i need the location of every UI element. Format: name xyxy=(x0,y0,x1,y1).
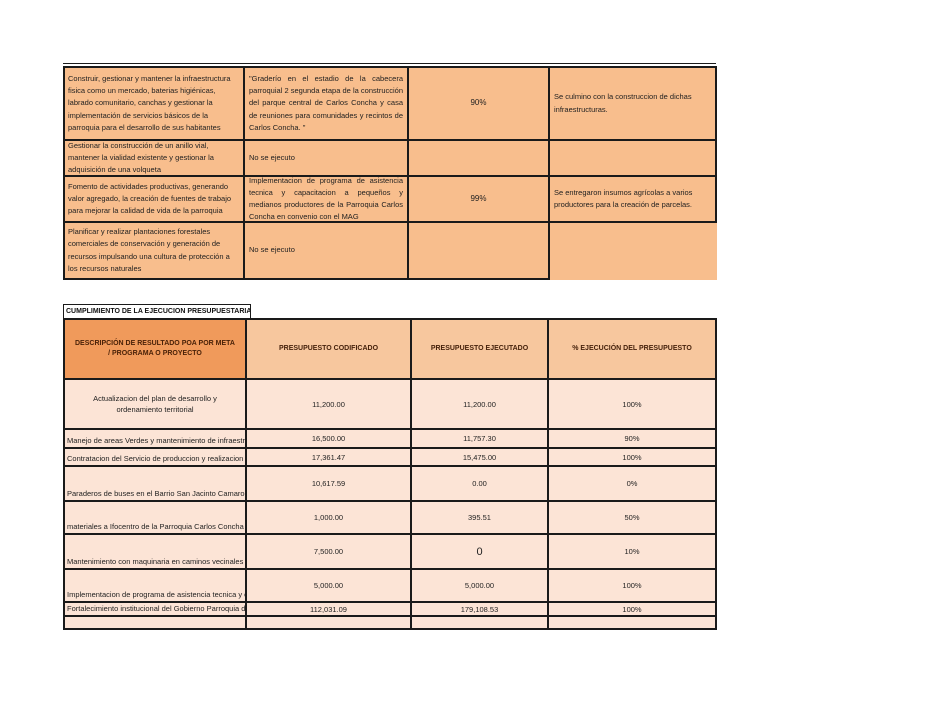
codificado-cell: 11,200.00 xyxy=(247,380,412,430)
observation-cell: Se culmino con la construccion de dichas… xyxy=(550,68,717,141)
result-cell-text: No se ejecuto xyxy=(249,152,295,162)
column-header: PRESUPUESTO CODIFICADO xyxy=(247,320,412,380)
description-cell: Actualizacion del plan de desarrollo y o… xyxy=(65,380,247,430)
objective-cell: Gestionar la construcción de un anillo v… xyxy=(65,141,245,177)
description-cell: Paraderos de buses en el Barrio San Jaci… xyxy=(65,467,247,502)
table-top-divider xyxy=(63,63,716,64)
observation-cell-text: Se entregaron insumos agrícolas a varios… xyxy=(554,187,693,209)
result-cell-text: "Graderío en el estadio de la cabecera p… xyxy=(249,74,403,132)
objective-cell-text: Gestionar la construcción de un anillo v… xyxy=(68,141,214,175)
codificado-cell: 7,500.00 xyxy=(247,535,412,570)
observation-cell xyxy=(550,141,717,177)
codificado-cell: 16,500.00 xyxy=(247,430,412,449)
codificado-cell: 17,361.47 xyxy=(247,449,412,467)
column-header: % EJECUCIÓN DEL PRESUPUESTO xyxy=(549,320,717,380)
percent-cell: 10% xyxy=(549,535,717,570)
ejecutado-cell: 395.51 xyxy=(412,502,549,535)
percent-cell: 100% xyxy=(549,570,717,603)
ejecutado-cell: 15,475.00 xyxy=(412,449,549,467)
ejecutado-cell: 0 xyxy=(412,535,549,570)
description-cell: Fortalecimiento institucional del Gobier… xyxy=(65,603,247,617)
observation-cell: Se entregaron insumos agrícolas a varios… xyxy=(550,177,717,223)
percent-cell: 100% xyxy=(549,380,717,430)
description-cell: Implementacion de programa de asistencia… xyxy=(65,570,247,603)
codificado-cell: 1,000.00 xyxy=(247,502,412,535)
objective-cell: Planificar y realizar plantaciones fores… xyxy=(65,223,245,280)
ejecutado-cell: 11,757.30 xyxy=(412,430,549,449)
codificado-cell: 10,617.59 xyxy=(247,467,412,502)
poa-results-table: Construir, gestionar y mantener la infra… xyxy=(63,66,717,280)
percent-cell: 50% xyxy=(549,502,717,535)
result-cell-text: No se ejecuto xyxy=(249,245,295,255)
result-cell-text: Implementacion de programa de asistencia… xyxy=(249,177,403,222)
budget-execution-table: DESCRIPCIÓN DE RESULTADO POA POR META / … xyxy=(63,318,717,630)
percent-cell: 99% xyxy=(409,177,550,223)
percent-cell xyxy=(409,223,550,280)
codificado-cell: 5,000.00 xyxy=(247,570,412,603)
objective-cell-text: Planificar y realizar plantaciones fores… xyxy=(68,227,230,273)
result-cell: No se ejecuto xyxy=(245,141,409,177)
objective-cell: Fomento de actividades productivas, gene… xyxy=(65,177,245,223)
percent-cell: 100% xyxy=(549,603,717,617)
column-header: PRESUPUESTO EJECUTADO xyxy=(412,320,549,380)
codificado-cell: 112,031.09 xyxy=(247,603,412,617)
description-cell: materiales a Ifocentro de la Parroquia C… xyxy=(65,502,247,535)
ejecutado-cell xyxy=(412,617,549,630)
objective-cell-text: Fomento de actividades productivas, gene… xyxy=(68,181,232,216)
result-cell: "Graderío en el estadio de la cabecera p… xyxy=(245,68,409,141)
percent-cell: 100% xyxy=(549,449,717,467)
column-header: DESCRIPCIÓN DE RESULTADO POA POR META / … xyxy=(65,320,247,380)
observation-cell-text: Se culmino con la construccion de dichas… xyxy=(554,92,692,114)
percent-cell-text: 99% xyxy=(470,193,487,203)
description-cell xyxy=(65,617,247,630)
ejecutado-cell: 5,000.00 xyxy=(412,570,549,603)
percent-cell xyxy=(549,617,717,630)
budget-table-title: CUMPLIMIENTO DE LA EJECUCION PRESUPUESTA… xyxy=(63,304,251,319)
observation-cell xyxy=(550,223,717,280)
objective-cell-text: Construir, gestionar y mantener la infra… xyxy=(68,74,231,132)
description-cell: Contratacion del Servicio de produccion … xyxy=(65,449,247,467)
result-cell: No se ejecuto xyxy=(245,223,409,280)
result-cell: Implementacion de programa de asistencia… xyxy=(245,177,409,223)
percent-cell: 0% xyxy=(549,467,717,502)
objective-cell: Construir, gestionar y mantener la infra… xyxy=(65,68,245,141)
ejecutado-cell: 179,108.53 xyxy=(412,603,549,617)
description-cell: Mantenimiento con maquinaria en caminos … xyxy=(65,535,247,570)
ejecutado-cell: 11,200.00 xyxy=(412,380,549,430)
ejecutado-cell: 0.00 xyxy=(412,467,549,502)
percent-cell: 90% xyxy=(409,68,550,141)
percent-cell-text: 90% xyxy=(470,98,487,108)
percent-cell: 90% xyxy=(549,430,717,449)
codificado-cell xyxy=(247,617,412,630)
percent-cell xyxy=(409,141,550,177)
description-cell: Manejo de areas Verdes y mantenimiento d… xyxy=(65,430,247,449)
